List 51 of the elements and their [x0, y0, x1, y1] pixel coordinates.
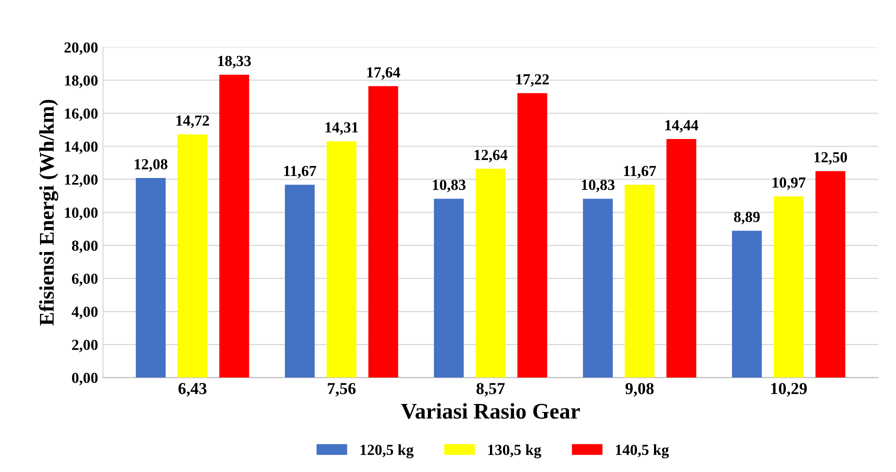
legend-label: 130,5 kg [488, 444, 542, 458]
bar [368, 86, 398, 378]
y-tick-label: 8,00 [72, 240, 98, 254]
bar [434, 198, 464, 378]
data-label: 11,67 [624, 166, 656, 178]
bar [476, 168, 506, 378]
data-label: 11,67 [284, 166, 316, 178]
data-label: 14,44 [665, 120, 698, 133]
legend-label: 120,5 kg [360, 444, 414, 458]
data-label: 12,08 [134, 159, 168, 172]
data-label: 17,22 [516, 74, 549, 87]
y-tick-label: 6,00 [72, 274, 98, 286]
x-axis-title: Variasi Rasio Gear [401, 403, 580, 419]
data-label: 10,83 [582, 180, 615, 192]
x-tick-label: 7,56 [328, 382, 356, 397]
data-label: 10,97 [772, 177, 806, 190]
bar [666, 139, 696, 378]
data-label: 17,64 [367, 67, 400, 80]
data-label: 12,50 [814, 152, 847, 165]
data-label: 14,31 [326, 122, 358, 135]
bar [326, 141, 356, 378]
x-tick-label: 6,43 [178, 382, 206, 397]
bar [178, 134, 208, 378]
x-tick-label: 8,57 [476, 382, 505, 397]
y-tick-label: 2,00 [72, 340, 98, 352]
legend-label: 140,5 kg [616, 444, 669, 458]
bar [517, 93, 548, 378]
bar [219, 74, 250, 378]
bar [284, 184, 315, 378]
bar [774, 196, 804, 378]
data-label: 12,64 [474, 150, 508, 162]
y-tick-label: 20,00 [64, 42, 98, 55]
y-axis-title: Efisiensi Energi (Wh/km) [38, 100, 58, 326]
bar [582, 198, 613, 378]
bar [624, 184, 655, 378]
y-tick-label: 10,00 [65, 208, 98, 220]
bar [732, 230, 762, 378]
x-tick-label: 10,29 [771, 382, 807, 397]
data-label: 10,83 [432, 180, 466, 192]
y-tick-label: 0,00 [72, 372, 98, 386]
data-label: 8,89 [734, 212, 760, 224]
bar [136, 178, 166, 378]
x-tick-label: 9,08 [625, 382, 654, 397]
y-tick-label: 4,00 [72, 306, 98, 320]
data-label: 14,72 [176, 116, 209, 128]
y-tick-label: 14,00 [65, 141, 98, 154]
y-tick-label: 12,00 [65, 174, 98, 188]
bar [815, 171, 846, 378]
data-label: 18,33 [218, 56, 251, 68]
y-tick-label: 18,00 [65, 75, 98, 88]
y-tick-label: 16,00 [65, 108, 98, 121]
